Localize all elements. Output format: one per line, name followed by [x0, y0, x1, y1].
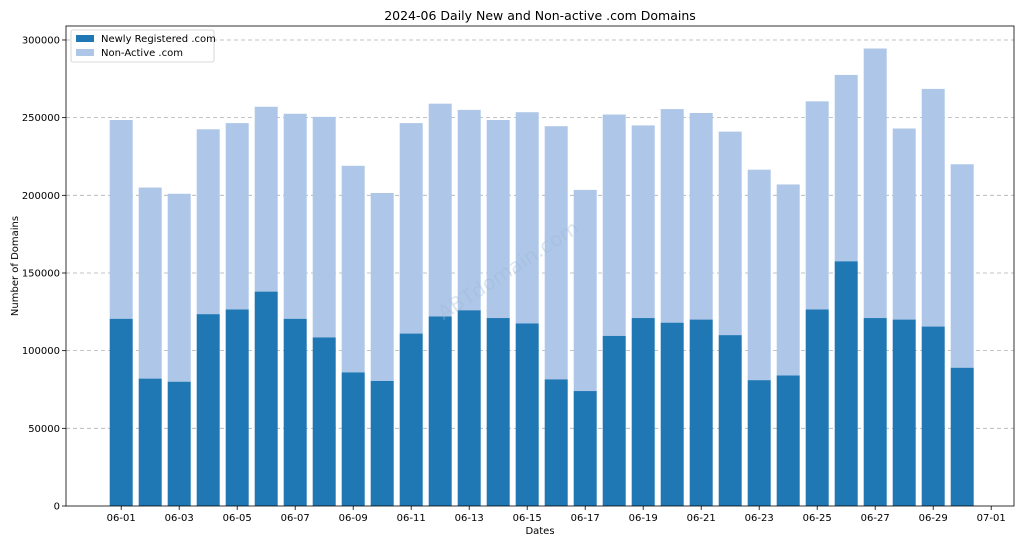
bar-non-active [544, 126, 568, 380]
plot-frame [65, 25, 1015, 507]
bar-newly-registered [805, 309, 829, 506]
bar-newly-registered [225, 309, 249, 506]
y-tick-label: 150000 [22, 268, 60, 279]
bar-newly-registered [254, 291, 278, 506]
bar-newly-registered [457, 310, 481, 506]
bar-newly-registered [834, 261, 858, 506]
x-tick-label: 06-09 [339, 513, 368, 524]
bar-non-active [196, 129, 220, 315]
bar-non-active [776, 184, 800, 376]
bar-non-active [747, 169, 771, 381]
x-tick-label: 06-13 [455, 513, 484, 524]
y-tick-label: 50000 [28, 424, 60, 435]
bar-non-active [863, 48, 887, 319]
bar-newly-registered [631, 318, 655, 506]
bar-non-active [428, 103, 452, 317]
legend-label-newly-registered: Newly Registered .com [101, 34, 216, 45]
legend-swatch-non-active [76, 49, 94, 56]
x-tick-label: 07-01 [977, 513, 1006, 524]
bar-non-active [718, 131, 742, 336]
bar-newly-registered [399, 333, 423, 506]
bar-newly-registered [486, 318, 510, 506]
bar-newly-registered [167, 381, 191, 506]
bar-newly-registered [863, 318, 887, 506]
bar-newly-registered [544, 379, 568, 506]
bar-newly-registered [689, 319, 713, 506]
bar-non-active [921, 88, 945, 327]
x-tick-label: 06-05 [223, 513, 252, 524]
bar-newly-registered [196, 314, 220, 506]
bar-newly-registered [776, 375, 800, 506]
y-tick-label: 100000 [22, 346, 60, 357]
x-tick-label: 06-11 [397, 513, 426, 524]
bar-newly-registered [370, 380, 394, 506]
bar-non-active [573, 189, 597, 392]
bar-non-active [486, 119, 510, 319]
y-tick-label: 200000 [22, 191, 60, 202]
x-tick-label: 06-29 [919, 513, 948, 524]
x-tick-label: 06-21 [687, 513, 716, 524]
bar-non-active [805, 101, 829, 310]
y-axis: 0 50000 100000 150000 200000 250000 300000 [22, 35, 66, 513]
bar-newly-registered [138, 378, 162, 506]
legend-label-non-active: Non-Active .com [101, 48, 183, 59]
legend-swatch-newly-registered [76, 35, 94, 42]
bar-non-active [631, 125, 655, 319]
bar-non-active [660, 109, 684, 323]
legend-box [70, 29, 215, 63]
bar-non-active [109, 119, 133, 319]
bar-newly-registered [660, 322, 684, 506]
bar-newly-registered [428, 316, 452, 506]
bar-non-active [254, 106, 278, 292]
bar-newly-registered [718, 335, 742, 506]
bar-non-active [167, 193, 191, 382]
bar-non-active [370, 192, 394, 381]
bar-newly-registered [312, 337, 336, 506]
bar-non-active [515, 112, 539, 324]
bar-non-active [399, 123, 423, 334]
bar-newly-registered [892, 319, 916, 506]
x-tick-label: 06-27 [861, 513, 890, 524]
x-axis-label: Dates [525, 526, 554, 537]
bar-newly-registered [573, 391, 597, 506]
y-tick-label: 0 [54, 502, 60, 513]
bar-non-active [312, 116, 336, 338]
bar-non-active [950, 164, 974, 368]
bar-non-active [602, 114, 626, 336]
bar-newly-registered [921, 326, 945, 506]
y-axis-label: Number of Domains [10, 216, 21, 316]
bar-non-active [283, 113, 307, 319]
bar-non-active [689, 112, 713, 320]
x-tick-label: 06-25 [803, 513, 832, 524]
x-tick-label: 06-19 [629, 513, 658, 524]
bar-newly-registered [950, 367, 974, 506]
x-tick-label: 06-17 [571, 513, 600, 524]
bar-non-active [457, 109, 481, 311]
x-tick-label: 06-15 [513, 513, 542, 524]
bar-non-active [834, 74, 858, 262]
x-tick-label: 06-01 [107, 513, 136, 524]
bar-non-active [138, 187, 162, 379]
bar-newly-registered [602, 335, 626, 506]
bar-non-active [225, 123, 249, 310]
chart-title: 2024-06 Daily New and Non-active .com Do… [384, 8, 696, 23]
x-tick-label: 06-07 [281, 513, 310, 524]
bars [109, 48, 974, 506]
bar-non-active [341, 165, 365, 373]
bar-non-active [892, 128, 916, 320]
bar-newly-registered [109, 318, 133, 506]
x-tick-label: 06-03 [165, 513, 194, 524]
bar-newly-registered [283, 318, 307, 506]
y-tick-label: 250000 [22, 113, 60, 124]
x-tick-label: 06-23 [745, 513, 774, 524]
bar-newly-registered [515, 323, 539, 506]
y-tick-label: 300000 [22, 35, 60, 46]
legend: Newly Registered .com Non-Active .com [70, 29, 216, 63]
x-axis: 06-01 06-03 06-05 06-07 06-09 06-11 06-13 06-15… [107, 506, 1006, 524]
bar-newly-registered [341, 372, 365, 506]
bar-newly-registered [747, 380, 771, 506]
